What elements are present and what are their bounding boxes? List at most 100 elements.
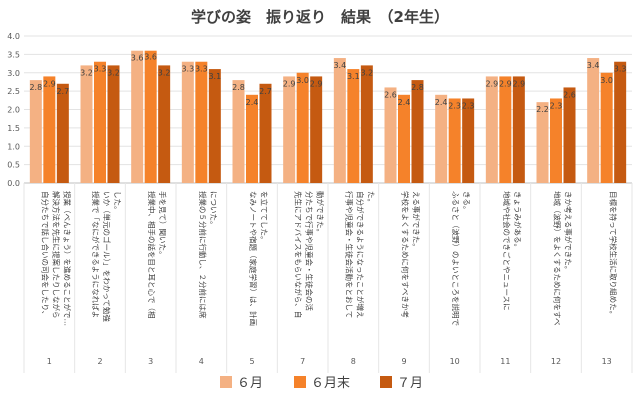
category-description-line: 地域（波野）をよくするために何をすべ: [553, 191, 563, 326]
category-description-line: える事ができた。: [412, 191, 422, 251]
data-label: 3.4: [587, 61, 600, 70]
data-label: 2.6: [384, 90, 397, 99]
data-label: 2.3: [448, 101, 461, 110]
data-label: 2.4: [435, 98, 448, 107]
data-label: 3.3: [94, 65, 107, 74]
x-tick-label: 10: [450, 357, 460, 366]
data-label: 3.3: [181, 65, 194, 74]
bar: [195, 61, 208, 183]
bar: [448, 98, 461, 183]
bar: [296, 72, 309, 183]
data-label: 2.3: [550, 101, 563, 110]
data-label: 3.1: [347, 72, 360, 81]
category-description-line: についた。: [209, 191, 218, 229]
bar: [384, 87, 397, 183]
bar: [333, 58, 346, 183]
data-label: 2.8: [411, 83, 424, 92]
legend-swatch: [294, 376, 306, 388]
data-label: 2.8: [29, 83, 42, 92]
category-description-line: 地域や社会のできごとやニュースに: [502, 191, 512, 311]
bar: [512, 76, 525, 183]
x-tick-label: 11: [500, 357, 510, 366]
bar: [107, 65, 120, 183]
data-label: 2.9: [310, 79, 323, 88]
data-labels: 2.8 2.92.73.2 3.3 3.23.6 3.63.2 3.3 3.33.12.82…: [29, 53, 626, 114]
bar: [536, 102, 549, 183]
bar: [600, 72, 613, 183]
bar: [283, 76, 296, 183]
legend-label: ６月末: [311, 376, 350, 391]
data-label: 2.9: [43, 79, 56, 88]
data-label: 2.9: [485, 79, 498, 88]
y-tick-label: 0.5: [7, 161, 20, 170]
bars: [29, 50, 627, 184]
data-label: 2.4: [398, 98, 411, 107]
data-label: 3.2: [360, 68, 373, 77]
data-label: 3.6: [144, 53, 157, 62]
y-tick-label: 2.0: [7, 106, 20, 115]
data-label: 2.7: [259, 87, 272, 96]
y-tick-label: 1.5: [7, 124, 20, 133]
data-label: 3.6: [131, 54, 144, 63]
bar: [259, 83, 272, 183]
x-tick-label: 4: [199, 357, 204, 366]
category-description-line: きる。: [462, 191, 471, 213]
chart-title: 学びの姿 振り返り 結果 （2年生）: [191, 8, 449, 26]
category-description-line: きか考える事ができた。: [564, 191, 574, 273]
x-tick-label: 2: [97, 357, 102, 366]
category-description-line: 目標を持って学校生活に取り組めた。: [609, 191, 619, 318]
bar: [550, 98, 562, 183]
bar: [360, 65, 373, 183]
y-tick-label: 4.0: [7, 32, 20, 41]
bar: [29, 80, 42, 183]
category-description-line: た。: [366, 191, 375, 206]
bar: [43, 76, 56, 183]
category-description-line: 動ができた。: [316, 191, 326, 236]
y-tick-label: 2.5: [7, 87, 20, 96]
category-description-line: ふるさと（波野）のよいところを説明で: [451, 191, 461, 326]
legend-swatch: [380, 376, 392, 388]
y-tick-label: 1.0: [7, 142, 20, 151]
bar: [462, 98, 475, 183]
data-label: 2.9: [512, 79, 525, 88]
category-description-line: 自分ができるようになったことが増え: [355, 191, 365, 318]
category-description-line: 分たちで行事や児童会・生徒会の活: [305, 191, 315, 311]
data-label: 2.6: [563, 90, 576, 99]
bar: [398, 94, 410, 183]
data-label: 3.3: [195, 65, 208, 74]
data-label: 3.2: [158, 68, 171, 77]
bar: [614, 61, 627, 183]
data-label: 2.4: [246, 98, 259, 107]
legend: ６月 ６月末 ７月: [220, 376, 423, 391]
category-description-line: 授業（べんきょう）を進めることがで…: [62, 191, 72, 326]
data-label: 3.0: [296, 76, 309, 85]
category-descriptions: 自分たちで話し合いの司会をしたり、 解決方法を先生に提案したりしながら 授業（べんき…: [40, 191, 618, 326]
bar: [347, 69, 360, 183]
data-label: 2.8: [232, 83, 245, 92]
bar: [485, 76, 498, 183]
gridlines: 0.0 0.5 1.0 1.5 2.0 2.5 3.0 3.5 4.0: [7, 32, 632, 188]
data-label: 2.9: [499, 79, 512, 88]
bar: [80, 65, 93, 183]
data-label: 2.7: [56, 87, 69, 96]
legend-label: ６月: [237, 376, 263, 391]
x-tick-label: 13: [602, 357, 612, 366]
category-description-line: を立ててした。: [260, 191, 270, 244]
bar: [435, 94, 448, 183]
legend-swatch: [220, 376, 232, 388]
category-description-line: 解決方法を先生に提案したりしながら: [51, 191, 61, 319]
x-tick-label: 3: [148, 357, 153, 366]
category-description-line: した。: [113, 191, 122, 214]
bar: [181, 61, 194, 183]
x-tick-label: 9: [401, 357, 406, 366]
x-tick-label: 1: [47, 357, 52, 366]
data-label: 2.9: [283, 79, 296, 88]
bar: [587, 58, 600, 183]
category-description-line: 自分たちで話し合いの司会をしたり、: [40, 191, 50, 318]
data-label: 3.1: [208, 72, 221, 81]
bar: [563, 87, 576, 183]
x-tick-label: 8: [351, 357, 356, 366]
bar: [158, 65, 171, 183]
x-tick-label: 12: [551, 357, 561, 366]
category-description-line: 学校をよくするために何をすべきか考: [401, 191, 411, 318]
